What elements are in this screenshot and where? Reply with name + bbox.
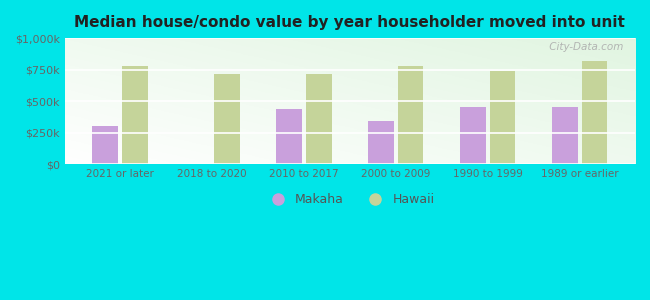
Text: City-Data.com: City-Data.com <box>546 42 623 52</box>
Bar <box>306 74 332 164</box>
Bar <box>460 107 486 164</box>
Title: Median house/condo value by year householder moved into unit: Median house/condo value by year househo… <box>75 15 625 30</box>
Bar <box>582 61 607 164</box>
Bar <box>369 121 394 164</box>
Bar <box>398 67 424 164</box>
Bar <box>552 107 578 164</box>
Legend: Makaha, Hawaii: Makaha, Hawaii <box>260 188 440 211</box>
Bar <box>276 109 302 164</box>
Bar <box>214 74 240 164</box>
Bar <box>489 71 515 164</box>
Bar <box>122 67 148 164</box>
Bar <box>92 126 118 164</box>
